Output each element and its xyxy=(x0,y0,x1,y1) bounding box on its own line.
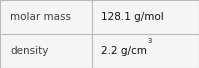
Text: 128.1 g/mol: 128.1 g/mol xyxy=(101,12,164,22)
Text: 2.2 g/cm: 2.2 g/cm xyxy=(101,46,147,56)
Text: molar mass: molar mass xyxy=(10,12,71,22)
Text: 3: 3 xyxy=(147,38,152,44)
Text: density: density xyxy=(10,46,48,56)
